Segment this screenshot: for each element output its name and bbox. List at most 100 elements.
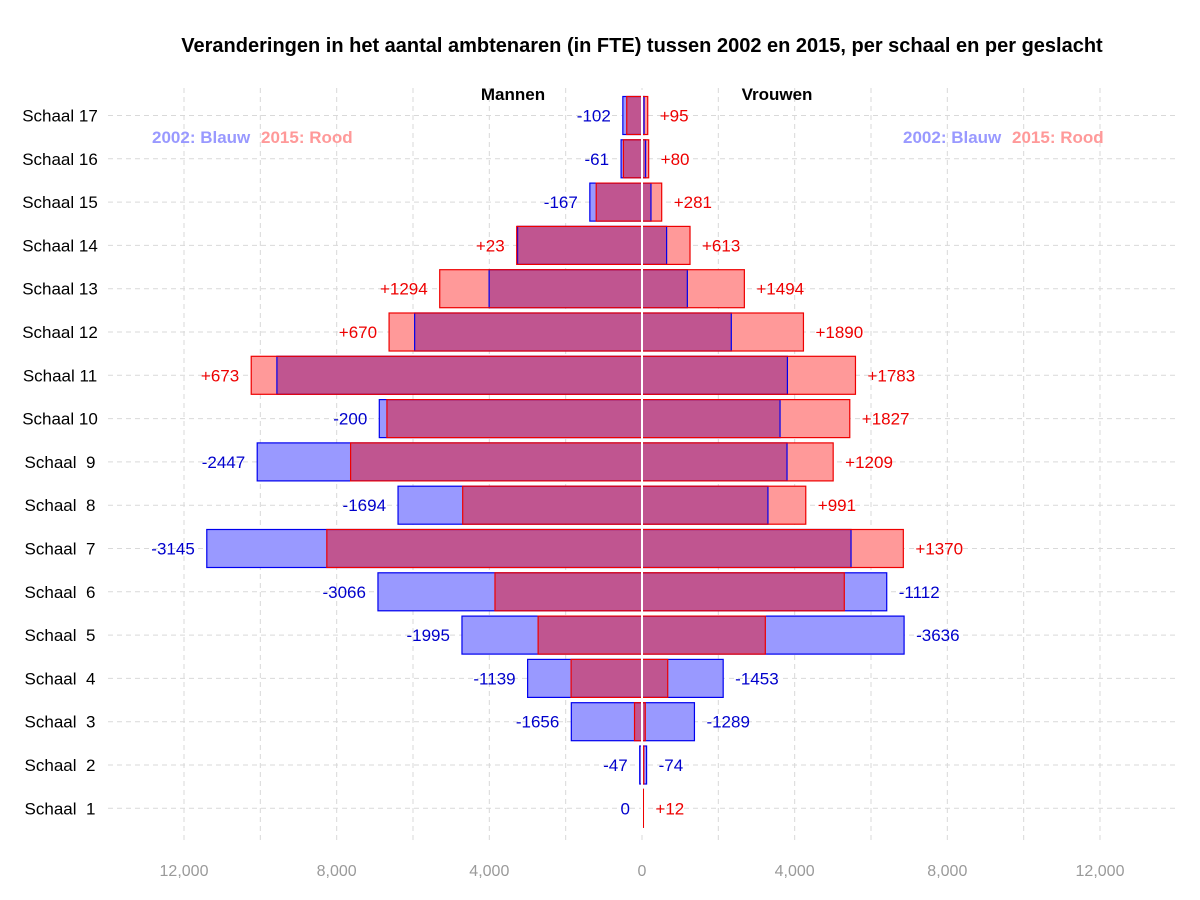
vrouwen-delta-label: +1494 — [756, 280, 804, 299]
vrouwen-delta-label: -3636 — [916, 626, 959, 645]
mannen-bar-2002-excess — [621, 139, 624, 178]
x-tick-label: 4,000 — [775, 863, 815, 880]
vrouwen-bar-overlap — [642, 183, 651, 222]
vrouwen-delta-label: -1289 — [706, 713, 749, 732]
mannen-bar-2002-excess — [461, 616, 539, 655]
mannen-bar-2015-excess — [389, 313, 415, 351]
vrouwen-bar-2002-excess — [844, 572, 887, 611]
vrouwen-delta-label: +991 — [818, 496, 856, 515]
vrouwen-bar-2015-excess — [767, 486, 806, 525]
category-label: Schaal 16 — [22, 150, 98, 169]
vrouwen-bar-overlap — [642, 226, 667, 265]
mannen-bar-2015-excess — [251, 356, 277, 395]
mannen-bar-overlap — [386, 399, 642, 438]
mannen-bar-2002-excess — [639, 746, 642, 784]
category-label: Schaal 10 — [22, 410, 98, 429]
mannen-bar-overlap — [276, 356, 642, 395]
category-label: Schaal 4 — [25, 669, 96, 688]
legend-left-2015: 2015: Rood — [261, 128, 353, 147]
category-label: Schaal 13 — [22, 280, 98, 299]
vrouwen-bar-overlap — [642, 616, 766, 655]
vrouwen-side-label: Vrouwen — [742, 85, 813, 104]
vrouwen-bar-2015-excess — [731, 313, 804, 351]
mannen-bar-overlap — [350, 442, 642, 481]
vrouwen-bar-overlap — [642, 399, 781, 438]
mannen-delta-label: -2447 — [202, 453, 245, 472]
mannen-bar-overlap — [571, 659, 642, 698]
mannen-bar-overlap — [494, 572, 642, 611]
category-label: Schaal 3 — [25, 713, 96, 732]
vrouwen-delta-label: +1890 — [815, 323, 863, 342]
mannen-delta-label: +23 — [476, 236, 505, 255]
mannen-bar-2002-excess — [571, 702, 635, 741]
vrouwen-delta-label: +613 — [702, 236, 740, 255]
x-tick-label: 12,000 — [1076, 863, 1125, 880]
mannen-delta-label: +673 — [201, 366, 239, 385]
category-label: Schaal 9 — [25, 453, 96, 472]
vrouwen-bar-2002-excess — [645, 702, 695, 741]
mannen-delta-label: -1995 — [406, 626, 449, 645]
vrouwen-bar-overlap — [642, 442, 788, 481]
category-label: Schaal 5 — [25, 626, 96, 645]
vrouwen-bar-overlap — [642, 529, 852, 568]
mannen-bar-overlap — [517, 226, 642, 265]
vrouwen-delta-label: -1453 — [735, 669, 778, 688]
mannen-bar-2002-excess — [589, 183, 597, 222]
mannen-bar-overlap — [414, 313, 642, 351]
vrouwen-delta-label: +95 — [660, 107, 689, 126]
mannen-delta-label: -167 — [544, 193, 578, 212]
mannen-delta-label: -1139 — [473, 669, 515, 688]
vrouwen-bar-2002-excess — [643, 746, 647, 784]
vrouwen-bar-overlap — [642, 486, 768, 525]
vrouwen-bar-2015-excess — [780, 399, 850, 438]
mannen-bar-2002-excess — [398, 486, 463, 525]
category-label: Schaal 17 — [22, 107, 98, 126]
category-label: Schaal 12 — [22, 323, 98, 342]
legend-right-2002: 2002: Blauw — [903, 128, 1002, 147]
mannen-bar-2002-excess — [257, 442, 351, 481]
vrouwen-delta-label: +1783 — [867, 366, 915, 385]
mannen-bar-overlap — [489, 269, 642, 308]
mannen-side-label: Mannen — [481, 85, 545, 104]
mannen-bar-overlap — [538, 616, 642, 655]
x-tick-label: 8,000 — [317, 863, 357, 880]
x-tick-label: 4,000 — [469, 863, 509, 880]
mannen-bar-2002-excess — [377, 572, 495, 611]
mannen-bar-overlap — [462, 486, 642, 525]
category-label: Schaal 6 — [25, 583, 96, 602]
mannen-delta-label: -1694 — [343, 496, 386, 515]
vrouwen-bar-overlap — [642, 96, 645, 135]
x-tick-label: 0 — [638, 863, 647, 880]
vrouwen-bar-overlap — [642, 659, 668, 698]
mannen-delta-label: -200 — [333, 410, 367, 429]
category-label: Schaal 1 — [25, 799, 96, 818]
vrouwen-bar-2015-excess — [645, 139, 649, 178]
vrouwen-delta-label: +12 — [655, 799, 684, 818]
mannen-delta-label: -47 — [603, 756, 628, 775]
vrouwen-bar-2015-excess — [851, 529, 904, 568]
mannen-delta-label: -102 — [577, 107, 611, 126]
vrouwen-delta-label: +1827 — [862, 410, 910, 429]
category-label: Schaal 7 — [25, 540, 96, 559]
vrouwen-bar-2015-excess — [787, 356, 856, 395]
vrouwen-bar-2015-excess — [687, 269, 745, 308]
category-label: Schaal 15 — [22, 193, 98, 212]
vrouwen-bar-2015-excess — [787, 442, 834, 481]
mannen-delta-label: +670 — [339, 323, 377, 342]
mannen-bar-2002-excess — [622, 96, 627, 135]
vrouwen-delta-label: +1370 — [915, 540, 963, 559]
mannen-bar-overlap — [626, 96, 642, 135]
vrouwen-bar-overlap — [642, 572, 845, 611]
mannen-delta-label: -1656 — [516, 713, 559, 732]
mannen-bar-2002-excess — [206, 529, 327, 568]
chart-title: Veranderingen in het aantal ambtenaren (… — [181, 35, 1103, 57]
vrouwen-bar-2015-excess — [666, 226, 691, 265]
legend-right-2015: 2015: Rood — [1012, 128, 1104, 147]
mannen-delta-label: -61 — [585, 150, 610, 169]
mannen-bar-overlap — [596, 183, 642, 222]
vrouwen-bar-overlap — [642, 139, 646, 178]
vrouwen-bar-2002-excess — [667, 659, 724, 698]
mannen-delta-label: -3066 — [322, 583, 365, 602]
vrouwen-bar-2002-excess — [765, 616, 905, 655]
